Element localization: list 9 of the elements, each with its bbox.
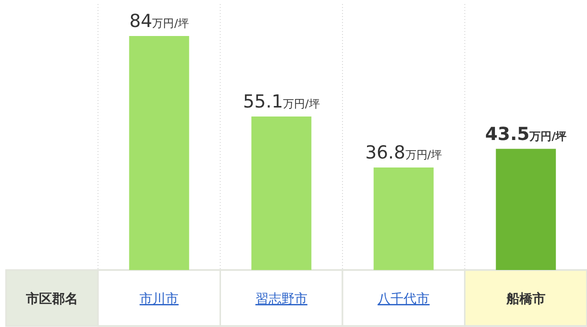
x-tick-label: 習志野市 [255,292,308,307]
x-tick-label: 八千代市 [378,292,430,307]
data-label: 36.8万円/坪 [365,142,442,164]
x-tick-label: 船橋市 [505,291,546,307]
data-label: 55.1万円/坪 [242,92,320,113]
x-tick-label: 市川市 [140,292,179,307]
x-axis-title: 市区郡名 [25,291,78,307]
data-label: 84万円/坪 [129,11,189,32]
data-label: 43.5万円/坪 [485,124,567,145]
